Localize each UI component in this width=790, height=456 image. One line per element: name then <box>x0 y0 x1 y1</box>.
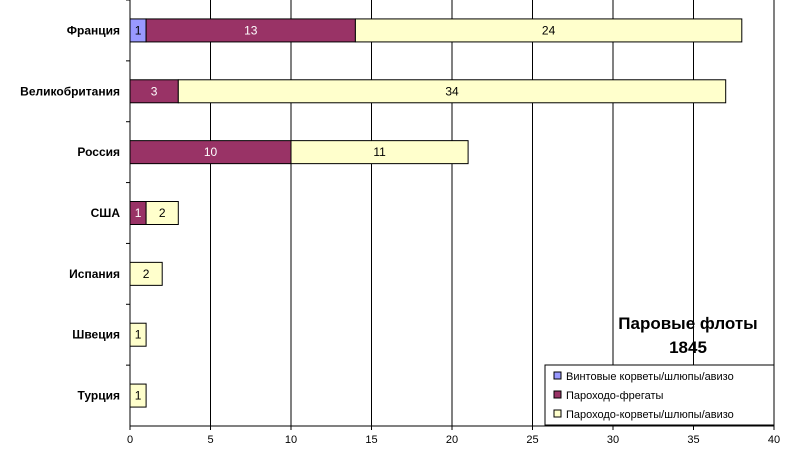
category-label: Франция <box>67 23 120 37</box>
category-label: Испания <box>69 267 120 281</box>
data-label: 10 <box>204 145 218 159</box>
legend-swatch <box>553 371 562 380</box>
legend-swatch <box>553 409 562 418</box>
legend-box <box>544 364 775 426</box>
x-tick-label: 35 <box>687 434 699 446</box>
legend: Винтовые корветы/шлюпы/авизо Пароходо-фре… <box>544 364 775 426</box>
category-label: Великобритания <box>20 84 120 98</box>
x-tick-label: 0 <box>127 434 133 446</box>
data-label: 13 <box>244 23 258 37</box>
category-label: Швеция <box>72 328 120 342</box>
data-label: 34 <box>445 84 459 98</box>
x-tick-label: 25 <box>526 434 538 446</box>
bar-segment <box>177 79 727 104</box>
x-tick-label: 10 <box>285 434 297 446</box>
x-tick-label: 20 <box>446 434 458 446</box>
category-label: Турция <box>78 389 120 403</box>
data-label: 11 <box>373 145 386 159</box>
x-tick-label: 40 <box>768 434 780 446</box>
data-label: 2 <box>143 267 150 281</box>
category-label: США <box>91 206 121 220</box>
data-label: 24 <box>542 23 556 37</box>
x-axis: 0 5 10 15 20 25 30 35 40 <box>127 425 780 446</box>
data-label: 1 <box>135 389 142 403</box>
bar-segment <box>290 140 469 165</box>
data-label: 1 <box>135 206 142 220</box>
legend-label: Пароходо-фрегаты <box>566 390 664 402</box>
chart-title-line-2: 1845 <box>669 338 707 357</box>
x-tick-label: 15 <box>365 434 377 446</box>
data-label: 2 <box>159 206 166 220</box>
legend-label: Пароходо-корветы/шлюпы/авизо <box>566 409 734 421</box>
y-axis: Франция Великобритания Россия США Испания Шве… <box>20 0 131 426</box>
category-label: Россия <box>77 145 120 159</box>
chart-title-line-1: Паровые флоты <box>618 314 757 333</box>
data-label: 3 <box>151 84 158 98</box>
gridlines <box>210 0 775 426</box>
legend-swatch <box>553 390 562 399</box>
chart-title: Паровые флоты 1845 <box>618 314 757 357</box>
data-label: 1 <box>135 23 142 37</box>
bar-segment <box>145 201 179 225</box>
bar-segment <box>354 18 743 43</box>
legend-label: Винтовые корветы/шлюпы/авизо <box>566 371 734 383</box>
x-tick-label: 30 <box>607 434 619 446</box>
x-tick-label: 5 <box>207 434 213 446</box>
data-label: 1 <box>135 328 142 342</box>
